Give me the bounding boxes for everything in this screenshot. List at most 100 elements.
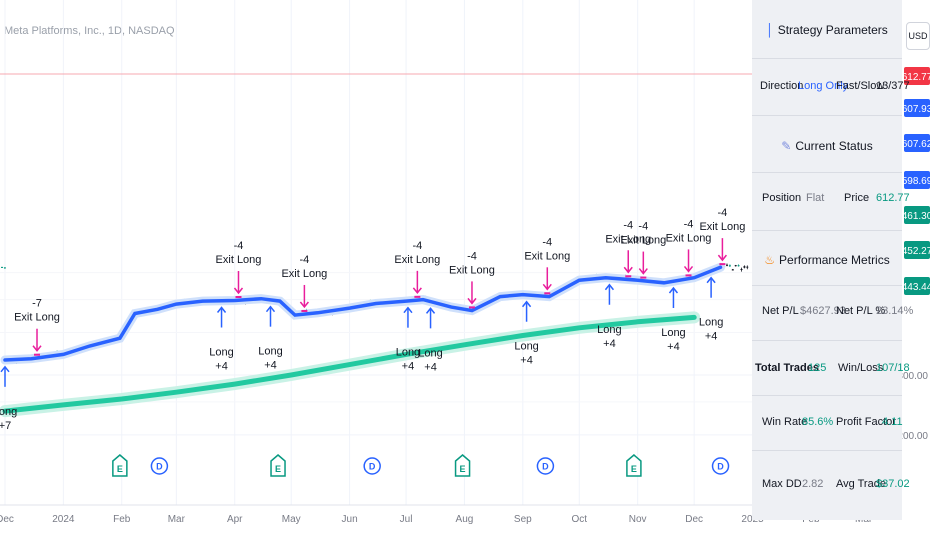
entry-qty: +4 bbox=[424, 361, 437, 373]
trades-value: 125 bbox=[808, 362, 827, 374]
entry-qty: +4 bbox=[264, 360, 277, 372]
strategy-panel: │ Strategy Parameters Direction Long Onl… bbox=[752, 0, 913, 520]
maxdd-label: Max DD bbox=[762, 478, 802, 490]
price-tag-box bbox=[904, 67, 930, 85]
entry-label: Long bbox=[0, 406, 17, 418]
price-tag-value: 452.27 bbox=[902, 246, 932, 257]
x-tick-label: Dec bbox=[685, 514, 703, 525]
price-tag-box bbox=[904, 99, 930, 117]
x-tick-label: May bbox=[282, 514, 301, 525]
chart-grid bbox=[0, 0, 752, 506]
x-axis: Dec 2024 Feb Mar Apr May Jun Jul Aug Sep Oct Nov Dec… bbox=[0, 514, 873, 525]
position-value: Flat bbox=[806, 192, 825, 204]
price-tag-value: 607.62 bbox=[902, 139, 932, 150]
price-tag-box bbox=[904, 171, 930, 189]
status-title: Current Status bbox=[795, 139, 873, 153]
winloss-value: 107/18 bbox=[876, 362, 910, 374]
params-header: │ Strategy Parameters bbox=[752, 18, 902, 42]
perf-header: ♨ Performance Metrics bbox=[752, 248, 902, 272]
fire-icon: ♨ bbox=[764, 253, 776, 267]
exit-label: Exit Long bbox=[216, 254, 262, 266]
earnings-letter: E bbox=[117, 464, 123, 474]
dividend-icon bbox=[711, 457, 730, 475]
price-tag-box bbox=[904, 134, 930, 152]
netpl-label: Net P/L bbox=[762, 305, 799, 317]
entry-qty: +4 bbox=[215, 361, 228, 373]
dividend-icon bbox=[536, 457, 555, 475]
dividend-icon bbox=[363, 457, 381, 475]
exit-qty: -4 bbox=[684, 218, 694, 230]
entry-qty: +7 bbox=[0, 420, 11, 432]
perf-title: Performance Metrics bbox=[779, 253, 890, 267]
entry-label: Long bbox=[661, 327, 685, 339]
entry-label: Long bbox=[597, 324, 621, 336]
fast-ma-line bbox=[0, 262, 725, 365]
exit-label: Exit Long bbox=[605, 233, 651, 245]
x-tick-label: Oct bbox=[572, 514, 588, 525]
earnings-letter: E bbox=[631, 464, 637, 474]
entry-qty: +4 bbox=[667, 341, 680, 353]
price-value: 612.77 bbox=[876, 192, 910, 204]
price-tag-value: 607.93 bbox=[902, 104, 932, 115]
x-tick-label: Nov bbox=[629, 514, 647, 525]
earnings-letter: E bbox=[275, 464, 281, 474]
trades-label: Total Trades bbox=[755, 362, 819, 374]
avgtrade-value: $37.02 bbox=[876, 478, 910, 490]
pf-label: Profit Factor bbox=[836, 416, 896, 428]
exit-label: Exit Long bbox=[281, 268, 327, 280]
exit-qty: -4 bbox=[299, 254, 309, 266]
params-icon: │ bbox=[766, 23, 774, 37]
y-axis: 200.00 300.00 bbox=[897, 371, 928, 442]
netpl-value: $4627.93 bbox=[800, 305, 846, 317]
earnings-icon bbox=[626, 454, 642, 477]
status-header: ✎ Current Status bbox=[752, 134, 902, 158]
price-tag-value: 443.44 bbox=[902, 282, 932, 293]
netplpct-value: 23.14% bbox=[876, 305, 914, 317]
entry-qty: +4 bbox=[705, 331, 718, 343]
exit-qty: -4 bbox=[638, 221, 648, 233]
position-label: Position bbox=[762, 192, 802, 204]
earnings-icon bbox=[454, 454, 471, 477]
exit-label: Exit Long bbox=[449, 264, 495, 276]
exit-label: Exit Long bbox=[394, 254, 440, 266]
winloss-label: Win/Loss bbox=[838, 362, 884, 374]
entry-label: Long bbox=[209, 347, 233, 359]
exit-label: Exit Long bbox=[699, 221, 745, 233]
maxdd-value: 2.82 bbox=[802, 478, 824, 490]
entry-label: Long bbox=[418, 347, 442, 359]
fast-ma-path bbox=[3, 265, 723, 362]
exit-qty: -4 bbox=[623, 219, 633, 231]
dividend-letter: D bbox=[156, 462, 163, 472]
y-tick-label: 200.00 bbox=[897, 431, 928, 442]
price-tag-value: 598.69 bbox=[902, 176, 932, 187]
direction-value: Long Only bbox=[798, 80, 849, 92]
x-tick-label: Jul bbox=[400, 514, 413, 525]
dividend-letter: D bbox=[542, 462, 549, 472]
entry-label: Long bbox=[396, 347, 420, 359]
price-tag-box bbox=[904, 206, 930, 224]
pf-value: 4.11 bbox=[882, 416, 903, 428]
exit-qty: -4 bbox=[412, 240, 422, 252]
x-tick-label: 2024 bbox=[52, 514, 75, 525]
winrate-value: 85.6% bbox=[802, 416, 834, 428]
params-title: Strategy Parameters bbox=[777, 23, 888, 37]
slow-ma-line bbox=[2, 314, 697, 414]
x-tick-label: Dec bbox=[0, 514, 14, 525]
fastslow-value: 13/377 bbox=[876, 80, 910, 92]
entry-qty: +4 bbox=[603, 338, 616, 350]
exit-qty: -4 bbox=[718, 207, 728, 219]
price-label: Price bbox=[844, 192, 870, 204]
earnings-letter: E bbox=[460, 464, 466, 474]
exit-qty: -4 bbox=[234, 240, 244, 252]
price-tag-value: 612.77 bbox=[902, 72, 932, 83]
exit-label: Exit Long bbox=[14, 312, 60, 324]
x-tick-label: Jun bbox=[342, 514, 358, 525]
currency-button[interactable]: USD bbox=[906, 22, 930, 50]
x-tick-label: Aug bbox=[456, 514, 474, 525]
exit-label: Exit Long bbox=[620, 235, 666, 247]
fastslow-label: Fast/Slow bbox=[836, 80, 885, 92]
slow-ma-path bbox=[2, 314, 697, 414]
exit-label: Exit Long bbox=[666, 232, 712, 244]
